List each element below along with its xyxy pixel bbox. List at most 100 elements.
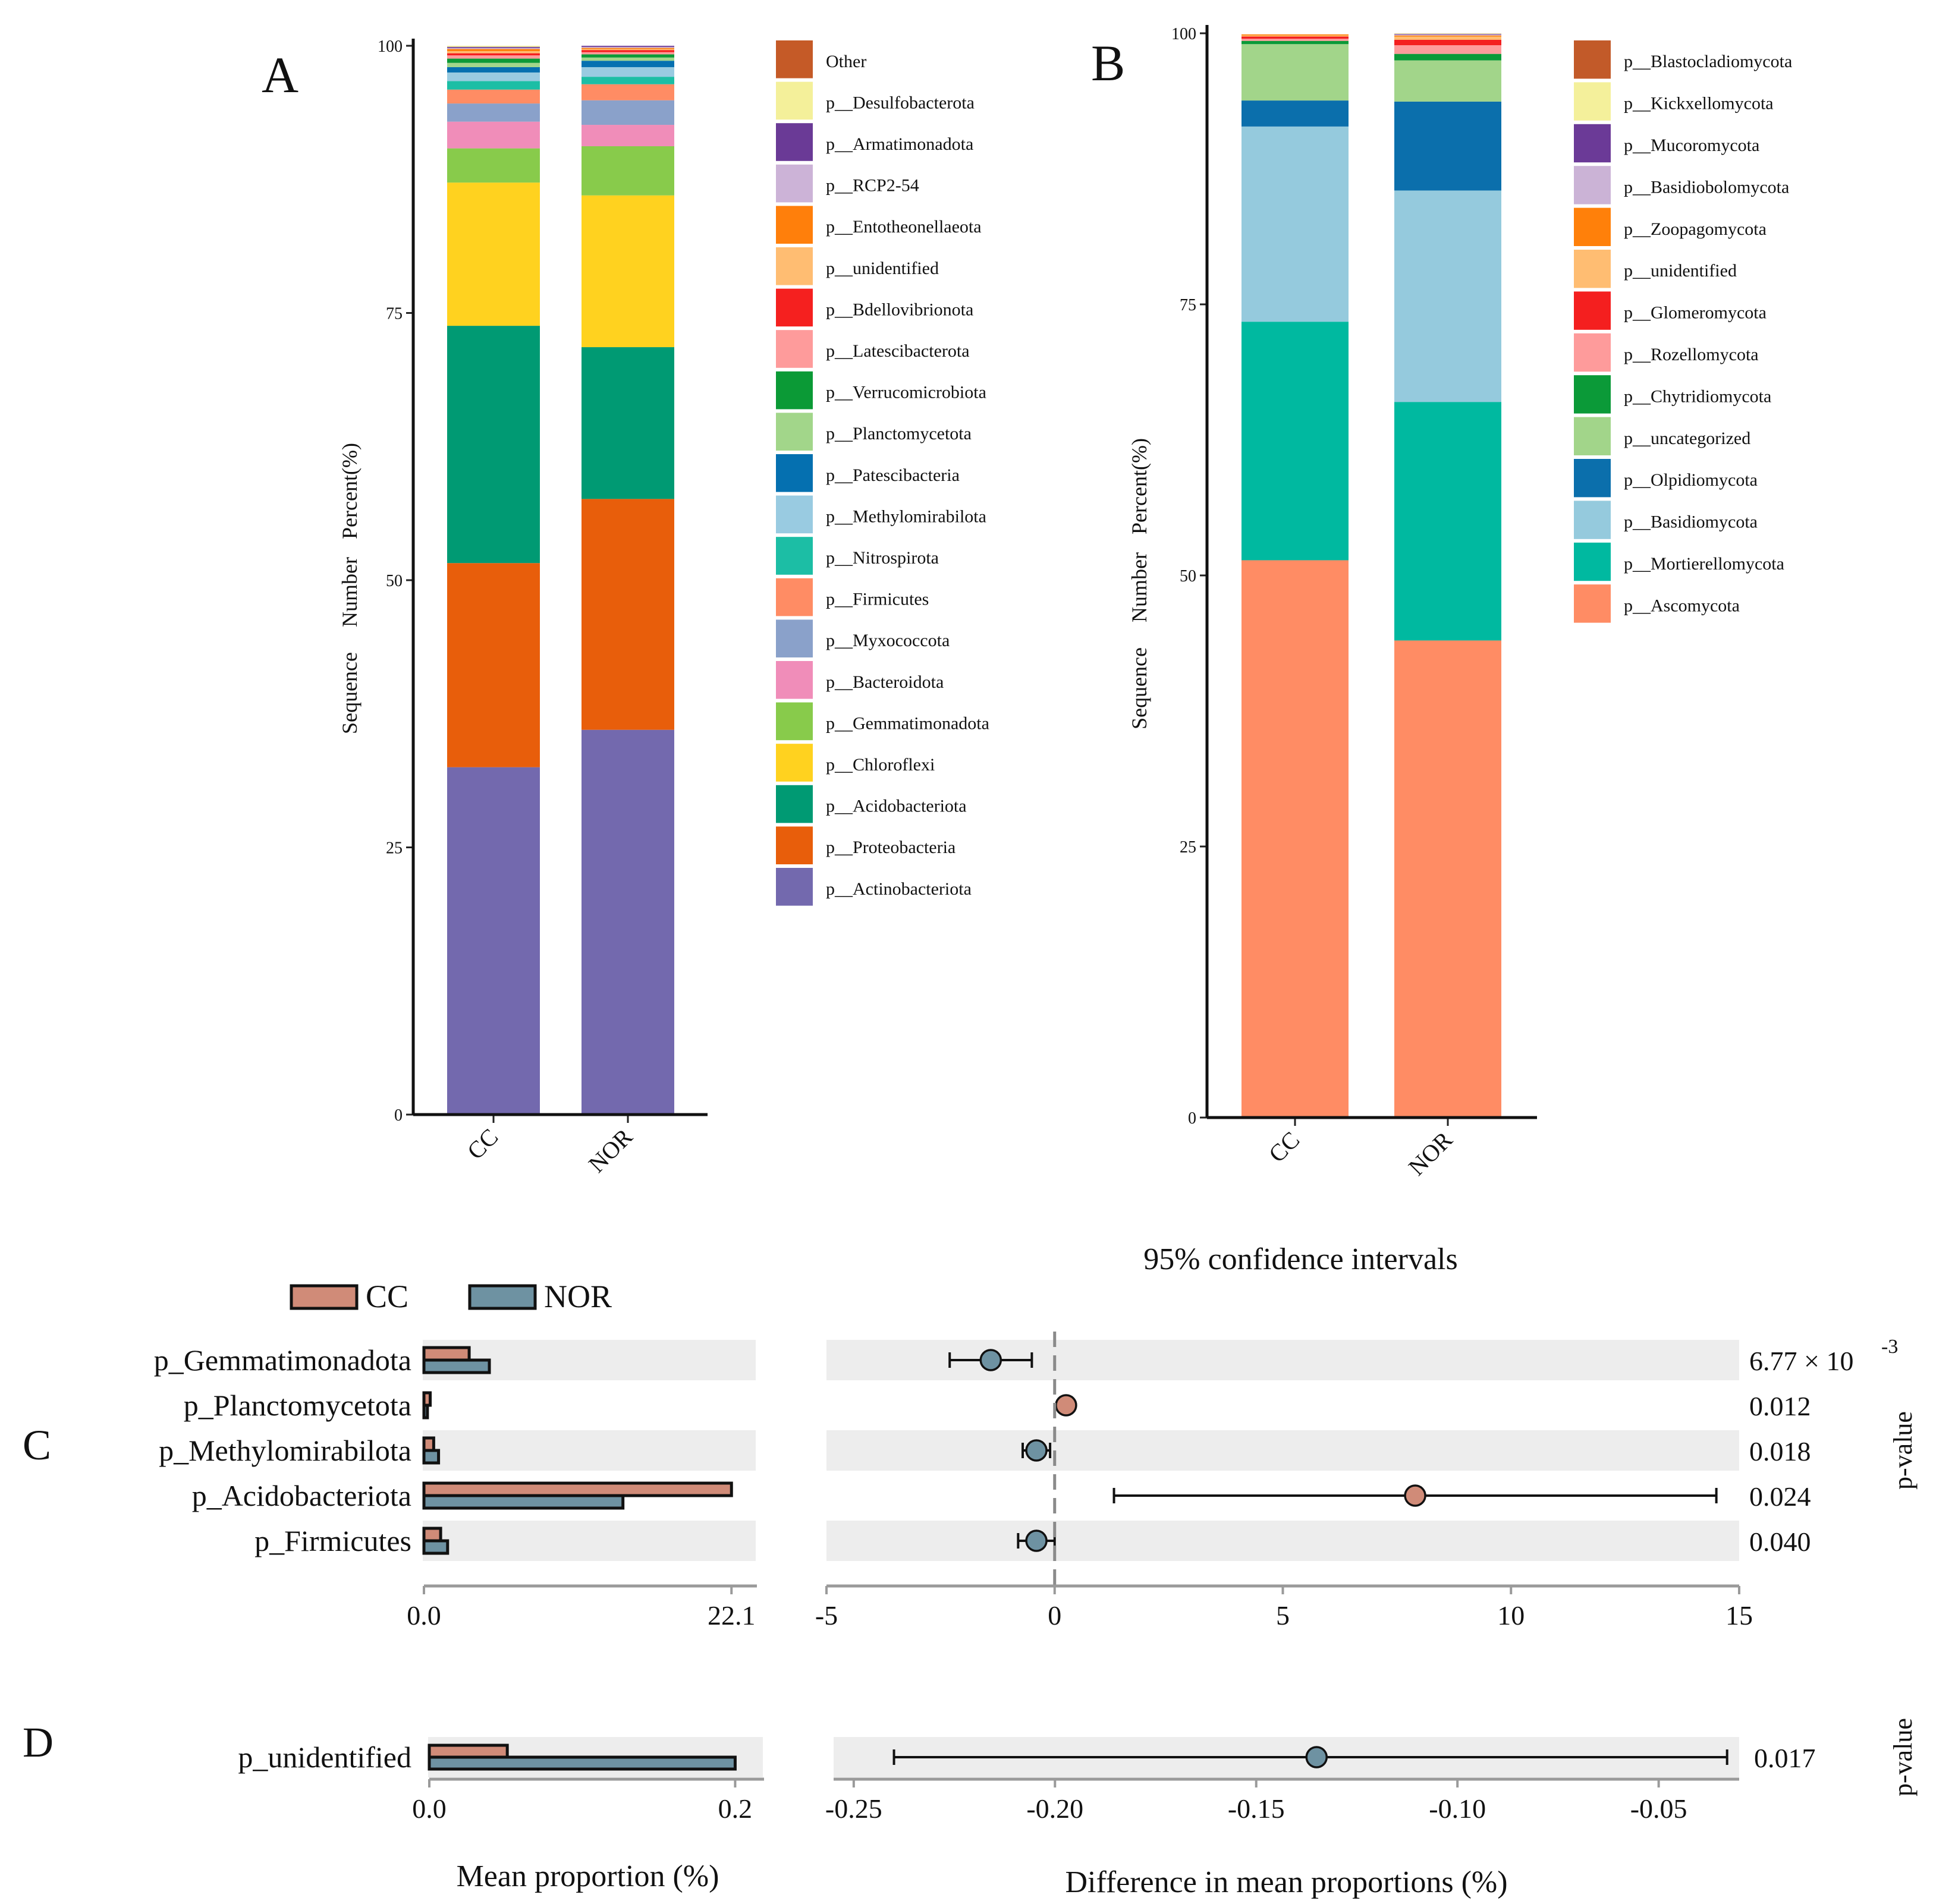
bar-segment-nor-p-planctomycetota xyxy=(582,57,674,61)
legend-entry-p-rozellomycota: p__Rozellomycota xyxy=(1624,345,1759,364)
legend-entry-p-armatimonadota: p__Armatimonadota xyxy=(826,134,973,154)
x-tick-label: 0.0 xyxy=(412,1793,447,1824)
x-tick-label: 5 xyxy=(1276,1600,1290,1631)
mean-bar-cc-p-planctomycetota xyxy=(422,1391,432,1407)
bar-segment-nor-p-uncategorized xyxy=(1394,60,1501,102)
p-value-p-unidentified: 0.017 xyxy=(1754,1743,1816,1773)
bar-segment-cc-p-rcp2-54 xyxy=(447,48,540,49)
legend-entry-p-patescibacteria: p__Patescibacteria xyxy=(826,465,960,485)
legend-entry-p-mortierellomycota: p__Mortierellomycota xyxy=(1624,554,1784,574)
legend-entry-p-actinobacteriota: p__Actinobacteriota xyxy=(826,879,972,899)
legend-swatch-p-entotheonellaeota xyxy=(776,206,813,244)
row-band-left xyxy=(423,1430,756,1471)
mean-bar-nor-p-gemmatimonadota xyxy=(422,1358,491,1374)
y-axis-label-number: Number xyxy=(1127,552,1151,622)
legend-entry-p-acidobacteriota: p__Acidobacteriota xyxy=(826,797,967,816)
legend-swatch-p-armatimonadota xyxy=(776,123,813,161)
x-tick-label-nor: NOR xyxy=(583,1123,638,1178)
bar-segment-cc-p-bdellovibrionota xyxy=(447,53,540,56)
bar-segment-nor-p-entotheonellaeota xyxy=(582,48,674,49)
chart-a: 0 25 50 75 100 CC NOR Sequence Number Percent(%) O… xyxy=(338,37,989,1178)
bar-segment-cc-p-zoopagomycota xyxy=(1241,34,1349,36)
bar-segment-cc-p-mortierellomycota xyxy=(1241,322,1349,561)
legend-swatch-p-mortierellomycota xyxy=(1574,542,1611,581)
x-tick-label: -0.05 xyxy=(1630,1793,1687,1824)
bar-segment-cc-p-proteobacteria xyxy=(447,563,540,767)
y-axis-label-percent: Percent(%) xyxy=(338,443,362,539)
y-tick-label: 0 xyxy=(1188,1109,1196,1128)
estimate-point-p-methylomirabilota xyxy=(1025,1439,1048,1462)
estimate-point-p-acidobacteriota xyxy=(1404,1484,1426,1507)
mean-bar-cc-p-firmicutes xyxy=(422,1527,442,1543)
legend-swatch-p-ascomycota xyxy=(1574,584,1611,623)
y-tick-label: 25 xyxy=(386,839,403,858)
bar-segment-cc-p-acidobacteriota xyxy=(447,326,540,564)
legend-entry-cc: CC xyxy=(366,1279,408,1314)
mean-bar-cc-p-unidentified xyxy=(428,1744,509,1759)
y-tick-label: 75 xyxy=(386,305,403,323)
legend-swatch-p-mucoromycota xyxy=(1574,124,1611,163)
bar-segment-nor-p-verrucomicrobiota xyxy=(582,54,674,58)
bar-segment-cc-p-firmicutes xyxy=(447,89,540,104)
bar-segment-cc-p-latescibacterota xyxy=(447,55,540,59)
row-band-right xyxy=(826,1521,1739,1561)
legend-entry-p-kickxellomycota: p__Kickxellomycota xyxy=(1624,94,1774,114)
legend-entry-nor: NOR xyxy=(544,1279,612,1314)
mean-bar-nor-p-methylomirabilota xyxy=(422,1449,441,1465)
legend-entry-p-verrucomicrobiota: p__Verrucomicrobiota xyxy=(826,383,986,402)
legend-entry-p-gemmatimonadota: p__Gemmatimonadota xyxy=(826,713,989,733)
bar-segment-nor-p-bacteroidota xyxy=(582,125,674,147)
legend-entry-p-bdellovibrionota: p__Bdellovibrionota xyxy=(826,300,973,319)
legend-swatch-p-basidiomycota xyxy=(1574,501,1611,539)
legend-swatch-p-planctomycetota xyxy=(776,413,813,451)
bar-segment-nor-p-acidobacteriota xyxy=(582,347,674,499)
panel-label-d: D xyxy=(23,1719,54,1766)
legend-swatch-p-uncategorized xyxy=(1574,417,1611,455)
x-tick-label: -0.15 xyxy=(1228,1793,1285,1824)
legend-swatch-p-nitrospirota xyxy=(776,537,813,575)
bar-segment-cc-p-nitrospirota xyxy=(447,81,540,90)
legend-entry-p-unidentified: p__unidentified xyxy=(1624,261,1737,281)
p-value-p-methylomirabilota: 0.018 xyxy=(1749,1436,1811,1466)
legend-swatch-p-firmicutes xyxy=(776,578,813,616)
legend-swatch-p-blastocladiomycota xyxy=(1574,40,1611,79)
x-tick-label: 0.0 xyxy=(407,1600,441,1631)
bar-segment-nor-p-glomeromycota xyxy=(1394,39,1501,46)
legend-entry-p-mucoromycota: p__Mucoromycota xyxy=(1624,136,1759,155)
legend-swatch-p-chloroflexi xyxy=(776,744,813,782)
x-tick-label: 10 xyxy=(1497,1600,1525,1631)
p-value-p-firmicutes: 0.040 xyxy=(1749,1527,1811,1557)
chart-d: p_unidentified 0.017 0.0 0.2 -0.25 -0.20 -0.15… xyxy=(238,1718,1918,1899)
mean-bar-nor-p-firmicutes xyxy=(422,1539,450,1555)
category-label-p-unidentified: p_unidentified xyxy=(238,1741,411,1774)
panel-label-c: C xyxy=(23,1421,51,1469)
y-tick-label: 0 xyxy=(394,1106,403,1125)
bar-segment-cc-p-uncategorized xyxy=(1241,44,1349,101)
legend-entry-p-chytridiomycota: p__Chytridiomycota xyxy=(1624,386,1771,406)
bar-segment-cc-p-basidiomycota xyxy=(1241,126,1349,322)
estimate-point-p-planctomycetota xyxy=(1055,1394,1077,1417)
bar-segment-cc-p-ascomycota xyxy=(1241,560,1349,1118)
legend-entry-p-bacteroidota: p__Bacteroidota xyxy=(826,672,944,692)
bar-segment-nor-p-ascomycota xyxy=(1394,640,1501,1118)
bar-segment-cc-p-verrucomicrobiota xyxy=(447,58,540,63)
bar-segment-cc-p-planctomycetota xyxy=(447,62,540,67)
mean-bar-nor-p-acidobacteriota xyxy=(422,1494,625,1510)
bar-segment-nor-p-zoopagomycota xyxy=(1394,35,1501,37)
estimate-point-p-firmicutes xyxy=(1025,1530,1048,1552)
legend-entry-p-glomeromycota: p__Glomeromycota xyxy=(1624,303,1767,323)
x-tick-label: -0.25 xyxy=(825,1793,882,1824)
panel-label-a: A xyxy=(262,46,298,103)
bar-segment-cc-p-olpidiomycota xyxy=(1241,100,1349,127)
x-axis-label-mean-proportion: Mean proportion (%) xyxy=(457,1859,719,1893)
x-tick-label: 15 xyxy=(1725,1600,1753,1631)
chart-b: 0 25 50 75 100 CC NOR Sequence Number Percent(%) p… xyxy=(1127,25,1792,1181)
mean-bar-cc-p-methylomirabilota xyxy=(422,1436,435,1452)
category-label-p-planctomycetota: p_Planctomycetota xyxy=(184,1389,411,1422)
legend-entry-p-rcp2-54: p__RCP2-54 xyxy=(826,176,919,196)
estimate-point-p-unidentified xyxy=(1305,1746,1328,1768)
legend-swatch-p-patescibacteria xyxy=(776,454,813,492)
estimate-point-p-gemmatimonadota xyxy=(979,1349,1002,1371)
y-axis-label-sequence: Sequence xyxy=(338,652,362,734)
bar-segment-nor-p-patescibacteria xyxy=(582,61,674,67)
